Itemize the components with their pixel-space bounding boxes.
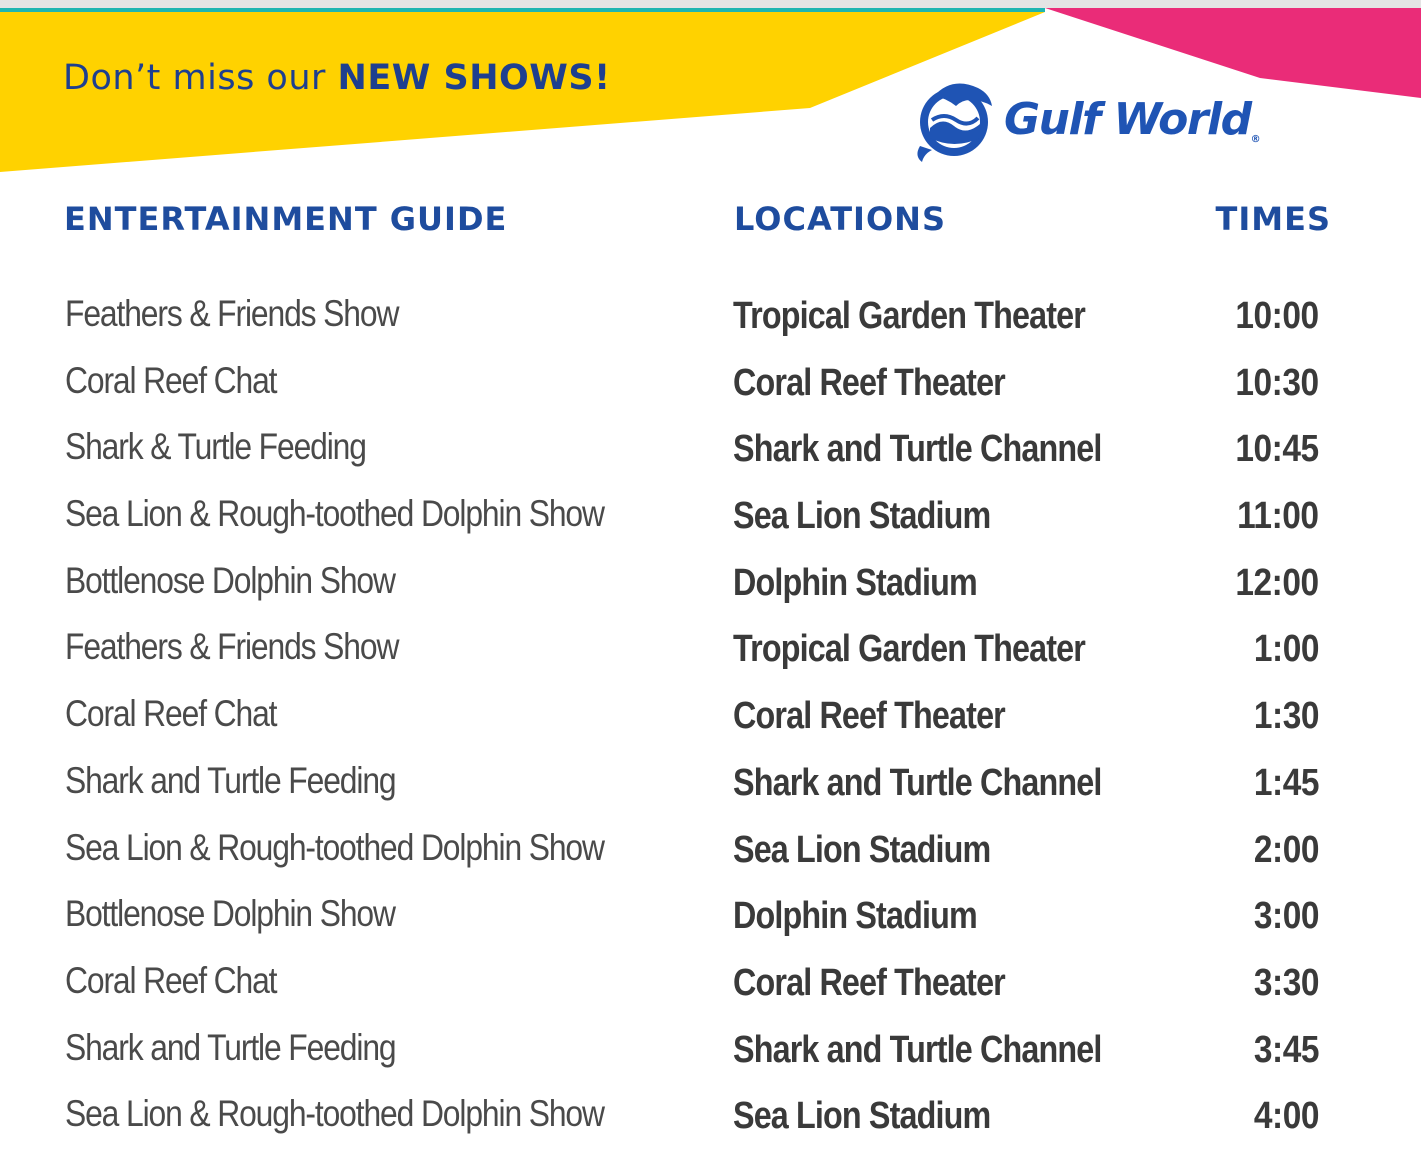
schedule-row: Shark & Turtle Feeding Shark and Turtle C…: [0, 418, 1421, 485]
show-name: Sea Lion & Rough-toothed Dolphin Show: [65, 1093, 605, 1135]
schedule-row: Sea Lion & Rough-toothed Dolphin Show Sea…: [0, 1085, 1421, 1152]
show-location: Shark and Turtle Channel: [733, 761, 1102, 804]
show-location: Sea Lion Stadium: [733, 495, 991, 538]
gulf-world-logo: Gulf World®: [912, 76, 1261, 162]
show-name: Coral Reef Chat: [65, 359, 278, 401]
show-time: 2:00: [1253, 828, 1320, 871]
logo-name: Gulf World: [1004, 93, 1252, 145]
dolphin-globe-icon: [917, 83, 992, 162]
schedule-row: Feathers & Friends Show Tropical Garden T…: [0, 285, 1421, 352]
schedule-row: Bottlenose Dolphin Show Dolphin Stadium 12…: [0, 552, 1421, 619]
show-time: 4:00: [1253, 1095, 1320, 1138]
show-name: Coral Reef Chat: [65, 959, 278, 1001]
show-time: 1:45: [1253, 761, 1320, 804]
show-name: Sea Lion & Rough-toothed Dolphin Show: [65, 826, 605, 868]
show-time: 1:30: [1253, 695, 1320, 738]
schedule-row: Shark and Turtle Feeding Shark and Turtle…: [0, 752, 1421, 819]
show-name: Shark & Turtle Feeding: [65, 426, 367, 468]
show-time: 12:00: [1235, 561, 1320, 604]
show-time: 3:00: [1253, 895, 1320, 938]
show-time: 11:00: [1237, 495, 1320, 538]
show-name: Sea Lion & Rough-toothed Dolphin Show: [65, 493, 605, 535]
show-time: 10:00: [1235, 295, 1320, 337]
tagline-prefix: Don’t miss our: [63, 58, 338, 98]
show-location: Shark and Turtle Channel: [733, 1028, 1102, 1071]
show-name: Feathers & Friends Show: [65, 293, 399, 334]
show-location: Sea Lion Stadium: [733, 1095, 991, 1138]
logo-wordmark: Gulf World®: [1004, 93, 1261, 145]
schedule-row: Coral Reef Chat Coral Reef Theater 1:30: [0, 685, 1421, 752]
schedule-table: Feathers & Friends Show Tropical Garden T…: [0, 285, 1421, 1152]
show-name: Bottlenose Dolphin Show: [65, 559, 396, 601]
schedule-row: Sea Lion & Rough-toothed Dolphin Show Sea…: [0, 485, 1421, 552]
show-time: 10:30: [1235, 361, 1320, 404]
show-location: Shark and Turtle Channel: [733, 428, 1102, 471]
new-shows-tagline: Don’t miss our NEW SHOWS!: [63, 58, 611, 98]
teal-stripe: [0, 8, 1045, 12]
pink-stripe: [1045, 8, 1421, 98]
show-location: Tropical Garden Theater: [733, 628, 1086, 671]
schedule-row: Coral Reef Chat Coral Reef Theater 3:30: [0, 952, 1421, 1019]
schedule-row: Sea Lion & Rough-toothed Dolphin Show Sea…: [0, 819, 1421, 886]
schedule-row: Coral Reef Chat Coral Reef Theater 10:30: [0, 352, 1421, 419]
show-location: Dolphin Stadium: [733, 895, 978, 938]
column-header-location: LOCATIONS: [734, 200, 946, 238]
show-time: 3:30: [1253, 961, 1320, 1004]
tagline-strong: NEW SHOWS!: [337, 58, 611, 98]
show-location: Sea Lion Stadium: [733, 828, 991, 871]
schedule-row: Feathers & Friends Show Tropical Garden T…: [0, 618, 1421, 685]
show-name: Shark and Turtle Feeding: [65, 1026, 397, 1068]
show-name: Bottlenose Dolphin Show: [65, 893, 396, 935]
banner-background: [0, 0, 1421, 172]
yellow-banner: [0, 12, 1045, 172]
show-location: Coral Reef Theater: [733, 961, 1006, 1004]
show-time: 1:00: [1253, 628, 1320, 671]
show-name: Feathers & Friends Show: [65, 626, 399, 668]
logo-registered-mark: ®: [1250, 133, 1261, 145]
column-header-show: ENTERTAINMENT GUIDE: [64, 200, 508, 238]
show-location: Coral Reef Theater: [733, 695, 1006, 738]
show-location: Dolphin Stadium: [733, 561, 978, 604]
column-header-time: TIMES: [1215, 200, 1331, 238]
show-name: Shark and Turtle Feeding: [65, 759, 397, 801]
schedule-row: Shark and Turtle Feeding Shark and Turtle…: [0, 1019, 1421, 1086]
show-time: 3:45: [1253, 1028, 1320, 1071]
show-name: Coral Reef Chat: [65, 693, 278, 735]
show-time: 10:45: [1235, 428, 1320, 471]
show-location: Coral Reef Theater: [733, 361, 1006, 404]
top-edge-shape: [0, 0, 1421, 8]
schedule-row: Bottlenose Dolphin Show Dolphin Stadium 3:…: [0, 885, 1421, 952]
show-location: Tropical Garden Theater: [733, 295, 1086, 337]
